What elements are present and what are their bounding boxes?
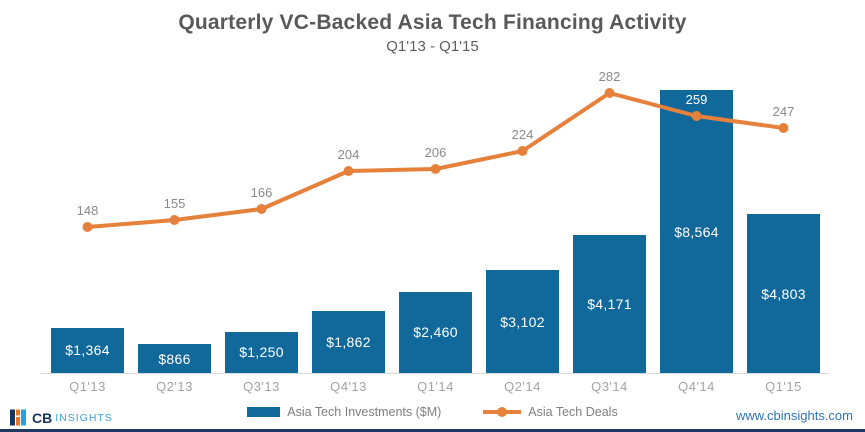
line-series-swatch-icon <box>483 407 522 417</box>
bar-Q4'14 <box>660 90 733 373</box>
legend-item-investments: Asia Tech Investments ($M) <box>247 405 441 419</box>
legend-label-investments: Asia Tech Investments ($M) <box>287 405 442 419</box>
logo-text-insights: INSIGHTS <box>55 411 113 424</box>
bar-Q1'15 <box>747 214 820 373</box>
bottom-border <box>0 429 865 432</box>
bar-Q2'13 <box>138 344 211 373</box>
bar-Q1'13 <box>51 327 124 373</box>
line-dot-icon <box>497 407 508 417</box>
bar-Q1'14 <box>399 291 472 373</box>
logo-text-cb: CB <box>32 409 53 426</box>
cbinsights-logo: CB INSIGHTS <box>10 409 113 426</box>
chart-title: Quarterly VC-Backed Asia Tech Financing … <box>178 11 687 34</box>
cbinsights-logo-icon <box>10 409 26 426</box>
bar-Q2'14 <box>486 270 559 373</box>
chart-subtitle: Q1'13 - Q1'15 <box>386 38 479 55</box>
bar-series-swatch-icon <box>247 407 281 417</box>
bar-Q3'14 <box>573 235 646 373</box>
legend: Asia Tech Investments ($M) Asia Tech Dea… <box>0 404 865 420</box>
x-axis-line <box>40 373 829 374</box>
legend-label-deals: Asia Tech Deals <box>528 405 618 419</box>
legend-item-deals: Asia Tech Deals <box>483 405 618 419</box>
bar-Q4'13 <box>312 311 385 373</box>
bar-Q3'13 <box>225 331 298 373</box>
website-link[interactable]: www.cbinsights.com <box>735 408 853 423</box>
